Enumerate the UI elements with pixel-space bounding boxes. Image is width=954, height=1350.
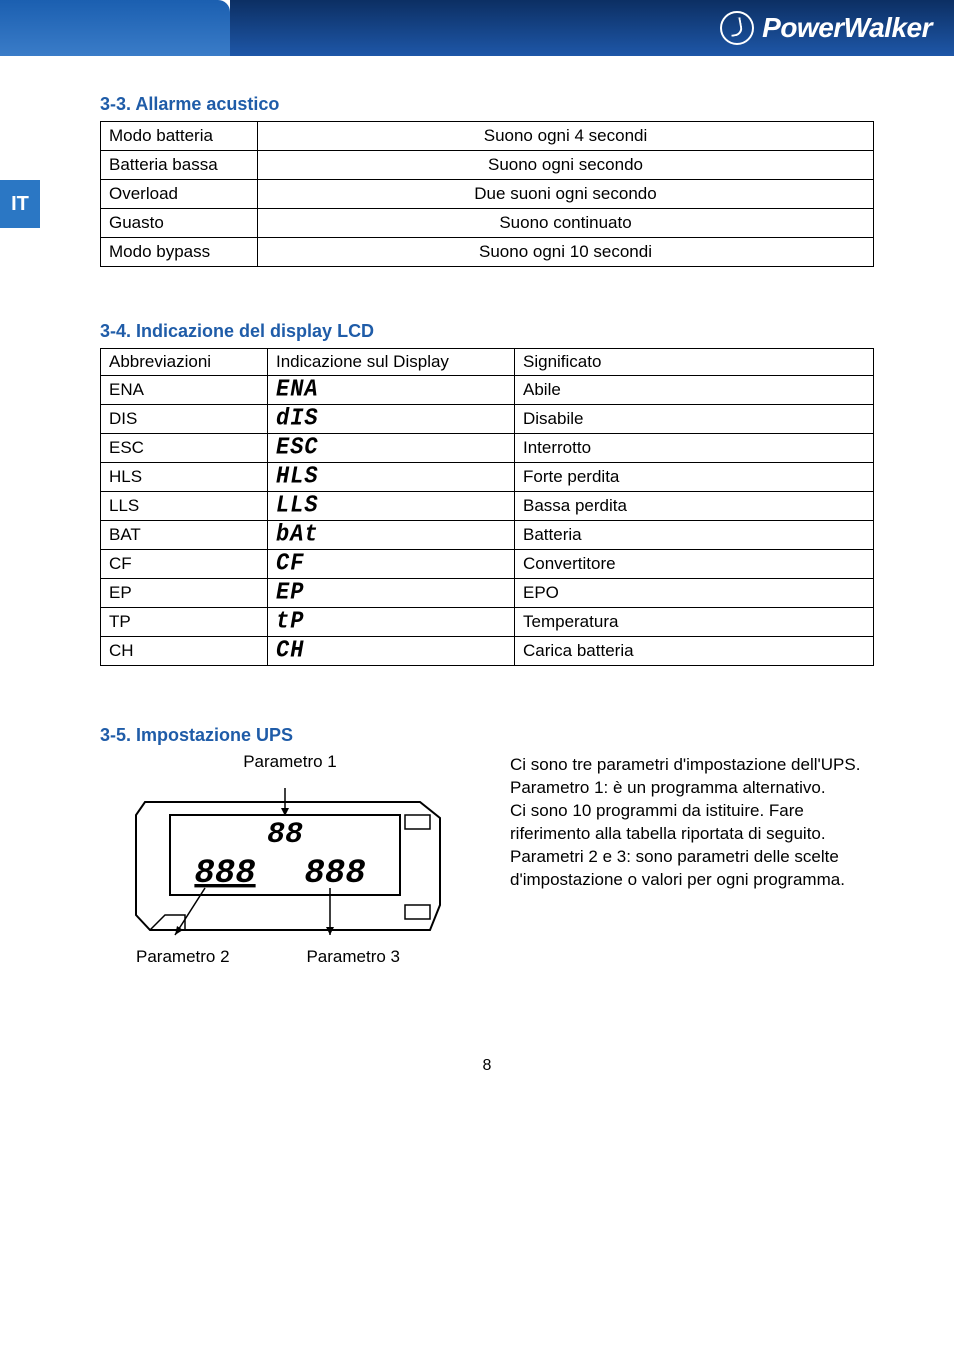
column-header: Abbreviazioni xyxy=(101,349,268,376)
display-cell: dIS xyxy=(268,405,515,434)
alarm-mode-cell: Guasto xyxy=(101,209,258,238)
svg-text:888: 888 xyxy=(194,855,255,893)
table-row: GuastoSuono continuato xyxy=(101,209,874,238)
alarm-sound-cell: Due suoni ogni secondo xyxy=(258,180,874,209)
param-bottom-labels: Parametro 2 Parametro 3 xyxy=(130,947,450,967)
table-header-row: AbbreviazioniIndicazione sul DisplaySign… xyxy=(101,349,874,376)
alarm-mode-cell: Overload xyxy=(101,180,258,209)
display-cell: ENA xyxy=(268,376,515,405)
lcd-diagram: 88 888 888 xyxy=(130,780,450,945)
table-row: EPEPEPO xyxy=(101,579,874,608)
display-cell: ESC xyxy=(268,434,515,463)
meaning-cell: Abile xyxy=(515,376,874,405)
meaning-cell: Temperatura xyxy=(515,608,874,637)
display-cell: CF xyxy=(268,550,515,579)
meaning-cell: Interrotto xyxy=(515,434,874,463)
table-row: LLSLLSBassa perdita xyxy=(101,492,874,521)
alarm-mode-cell: Batteria bassa xyxy=(101,151,258,180)
table-row: Batteria bassaSuono ogni secondo xyxy=(101,151,874,180)
abbr-cell: TP xyxy=(101,608,268,637)
language-tab: IT xyxy=(0,180,40,228)
description-line: Ci sono tre parametri d'impostazione del… xyxy=(510,754,874,777)
alarm-mode-cell: Modo bypass xyxy=(101,238,258,267)
brand-icon xyxy=(720,11,754,45)
page-header: PowerWalker xyxy=(0,0,954,70)
table-row: ESCESCInterrotto xyxy=(101,434,874,463)
alarm-mode-cell: Modo batteria xyxy=(101,122,258,151)
meaning-cell: Batteria xyxy=(515,521,874,550)
param1-label: Parametro 1 xyxy=(100,752,480,772)
abbr-cell: CF xyxy=(101,550,268,579)
page-content: 3-3. Allarme acustico Modo batteriaSuono… xyxy=(0,70,954,1115)
display-cell: CH xyxy=(268,637,515,666)
meaning-cell: EPO xyxy=(515,579,874,608)
section-34-title: 3-4. Indicazione del display LCD xyxy=(100,321,874,342)
table-row: TPtPTemperatura xyxy=(101,608,874,637)
display-cell: bAt xyxy=(268,521,515,550)
abbr-cell: HLS xyxy=(101,463,268,492)
table-row: HLSHLSForte perdita xyxy=(101,463,874,492)
brand-name: PowerWalker xyxy=(762,12,932,44)
section-35-text: Ci sono tre parametri d'impostazione del… xyxy=(510,752,874,892)
table-row: ENAENAAbile xyxy=(101,376,874,405)
meaning-cell: Bassa perdita xyxy=(515,492,874,521)
alarm-sound-cell: Suono continuato xyxy=(258,209,874,238)
table-row: CFCFConvertitore xyxy=(101,550,874,579)
table-row: OverloadDue suoni ogni secondo xyxy=(101,180,874,209)
column-header: Significato xyxy=(515,349,874,376)
table-row: Modo bypassSuono ogni 10 secondi xyxy=(101,238,874,267)
meaning-cell: Disabile xyxy=(515,405,874,434)
table-row: BATbAtBatteria xyxy=(101,521,874,550)
meaning-cell: Carica batteria xyxy=(515,637,874,666)
table-row: DISdISDisabile xyxy=(101,405,874,434)
abbr-cell: ENA xyxy=(101,376,268,405)
page-number: 8 xyxy=(100,1057,874,1075)
meaning-cell: Convertitore xyxy=(515,550,874,579)
display-cell: LLS xyxy=(268,492,515,521)
svg-text:888: 888 xyxy=(304,855,365,893)
display-cell: EP xyxy=(268,579,515,608)
description-line: Parametri 2 e 3: sono parametri delle sc… xyxy=(510,846,874,892)
description-line: Parametro 1: è un programma alternativo. xyxy=(510,777,874,800)
section-35-body: Parametro 1 88 888 888 xyxy=(100,752,874,967)
abbr-cell: LLS xyxy=(101,492,268,521)
table-row: CHCHCarica batteria xyxy=(101,637,874,666)
alarm-sound-cell: Suono ogni secondo xyxy=(258,151,874,180)
svg-text:88: 88 xyxy=(267,818,303,852)
section-33-title: 3-3. Allarme acustico xyxy=(100,94,874,115)
display-cell: HLS xyxy=(268,463,515,492)
brand-logo: PowerWalker xyxy=(720,11,932,45)
table-row: Modo batteriaSuono ogni 4 secondi xyxy=(101,122,874,151)
abbr-cell: ESC xyxy=(101,434,268,463)
column-header: Indicazione sul Display xyxy=(268,349,515,376)
abbr-cell: CH xyxy=(101,637,268,666)
abbr-cell: DIS xyxy=(101,405,268,434)
abbr-cell: BAT xyxy=(101,521,268,550)
alarm-table: Modo batteriaSuono ogni 4 secondiBatteri… xyxy=(100,121,874,267)
meaning-cell: Forte perdita xyxy=(515,463,874,492)
lcd-indication-table: AbbreviazioniIndicazione sul DisplaySign… xyxy=(100,348,874,666)
header-accent xyxy=(0,0,230,56)
header-bar: PowerWalker xyxy=(230,0,954,56)
display-cell: tP xyxy=(268,608,515,637)
param3-label: Parametro 3 xyxy=(306,947,400,967)
description-line: Ci sono 10 programmi da istituire. Fare … xyxy=(510,800,874,846)
alarm-sound-cell: Suono ogni 4 secondi xyxy=(258,122,874,151)
lcd-diagram-column: Parametro 1 88 888 888 xyxy=(100,752,480,967)
abbr-cell: EP xyxy=(101,579,268,608)
section-35-title: 3-5. Impostazione UPS xyxy=(100,725,874,746)
param2-label: Parametro 2 xyxy=(136,947,230,967)
alarm-sound-cell: Suono ogni 10 secondi xyxy=(258,238,874,267)
